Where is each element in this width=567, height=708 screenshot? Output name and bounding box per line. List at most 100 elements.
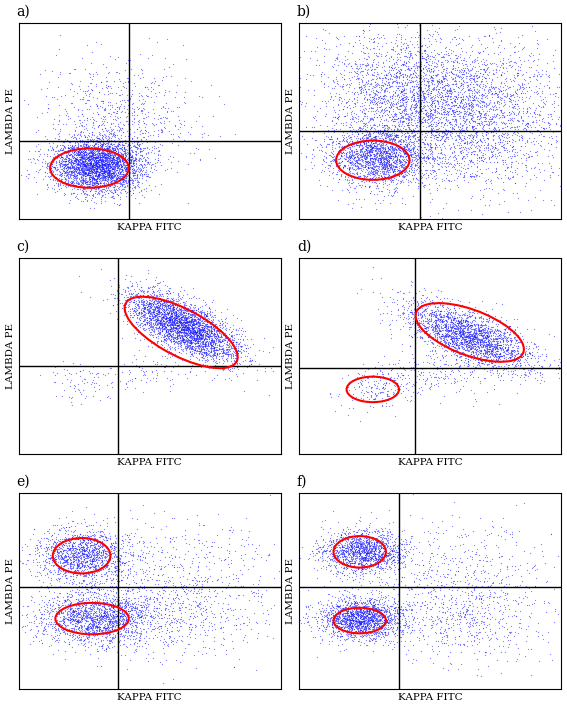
Point bbox=[361, 610, 370, 622]
Point bbox=[151, 316, 160, 327]
Point bbox=[46, 552, 55, 564]
Point bbox=[239, 617, 248, 629]
Point bbox=[97, 139, 106, 150]
Point bbox=[125, 311, 134, 322]
Point bbox=[425, 345, 434, 356]
Point bbox=[318, 614, 327, 625]
Point bbox=[81, 86, 90, 97]
Point bbox=[178, 319, 187, 331]
Point bbox=[69, 178, 78, 190]
Point bbox=[384, 111, 393, 122]
Point bbox=[476, 593, 485, 605]
Point bbox=[458, 338, 467, 350]
Point bbox=[471, 70, 480, 81]
Point bbox=[113, 137, 122, 149]
Point bbox=[396, 136, 405, 147]
Point bbox=[472, 93, 481, 104]
Point bbox=[464, 341, 473, 353]
Point bbox=[108, 171, 117, 182]
Point bbox=[349, 532, 358, 544]
Point bbox=[477, 670, 486, 682]
Point bbox=[155, 285, 164, 296]
Point bbox=[398, 624, 407, 636]
Point bbox=[418, 161, 428, 172]
Point bbox=[371, 605, 380, 616]
Point bbox=[456, 334, 466, 346]
Point bbox=[368, 163, 377, 174]
Point bbox=[158, 325, 167, 336]
Point bbox=[134, 87, 143, 98]
Point bbox=[357, 387, 366, 398]
Point bbox=[113, 156, 122, 168]
Point bbox=[357, 546, 366, 557]
Point bbox=[420, 45, 429, 56]
Point bbox=[149, 292, 158, 303]
Point bbox=[363, 607, 372, 618]
Point bbox=[205, 318, 214, 329]
Point bbox=[464, 93, 473, 105]
Point bbox=[109, 543, 119, 554]
Point bbox=[467, 63, 476, 74]
Point bbox=[124, 118, 133, 130]
Point bbox=[110, 113, 119, 125]
Point bbox=[437, 338, 446, 349]
Point bbox=[319, 604, 328, 615]
Point bbox=[331, 600, 340, 612]
Point bbox=[100, 156, 109, 167]
Point bbox=[163, 308, 172, 319]
Point bbox=[119, 159, 128, 170]
Point bbox=[503, 571, 513, 582]
Point bbox=[348, 615, 357, 627]
Point bbox=[484, 323, 493, 334]
Point bbox=[82, 137, 91, 148]
Point bbox=[97, 38, 106, 50]
Point bbox=[85, 554, 94, 565]
Point bbox=[467, 97, 476, 108]
Point bbox=[488, 135, 497, 146]
Point bbox=[138, 309, 147, 321]
Point bbox=[340, 161, 349, 172]
Point bbox=[489, 343, 498, 354]
Point bbox=[352, 553, 361, 564]
Point bbox=[407, 92, 416, 103]
Point bbox=[176, 304, 185, 316]
Point bbox=[507, 345, 517, 356]
Point bbox=[54, 152, 63, 163]
Point bbox=[122, 175, 131, 186]
Point bbox=[167, 308, 176, 319]
Point bbox=[84, 611, 93, 622]
Point bbox=[126, 654, 135, 666]
Point bbox=[91, 560, 100, 571]
Point bbox=[202, 323, 211, 334]
Point bbox=[78, 159, 87, 171]
Point bbox=[234, 337, 243, 348]
Point bbox=[442, 338, 451, 349]
Point bbox=[323, 538, 332, 549]
Point bbox=[377, 171, 386, 183]
Point bbox=[41, 551, 50, 562]
Point bbox=[402, 120, 411, 131]
Point bbox=[95, 614, 104, 625]
Point bbox=[172, 316, 181, 328]
Point bbox=[374, 146, 383, 157]
Point bbox=[181, 312, 191, 324]
Point bbox=[94, 609, 103, 620]
Point bbox=[514, 79, 523, 90]
Point bbox=[101, 188, 110, 200]
Point bbox=[81, 171, 90, 182]
Point bbox=[56, 175, 65, 186]
Point bbox=[74, 634, 83, 645]
Point bbox=[455, 329, 464, 340]
Point bbox=[491, 331, 500, 342]
Point bbox=[180, 91, 189, 103]
Point bbox=[450, 110, 459, 122]
Point bbox=[116, 159, 125, 170]
Point bbox=[58, 540, 67, 552]
Point bbox=[476, 147, 485, 158]
Point bbox=[255, 575, 264, 586]
Point bbox=[411, 304, 420, 315]
Point bbox=[418, 181, 428, 192]
Point bbox=[97, 635, 106, 646]
Point bbox=[407, 159, 416, 170]
Point bbox=[142, 307, 151, 319]
